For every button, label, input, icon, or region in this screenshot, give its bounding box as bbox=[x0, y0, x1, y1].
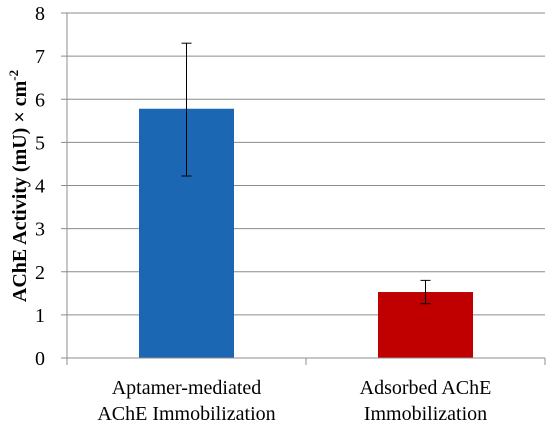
y-tick-label: 6 bbox=[35, 89, 45, 111]
x-category-label-line2: AChE Immobilization bbox=[97, 403, 275, 425]
bars bbox=[139, 108, 473, 358]
x-category-labels: Aptamer-mediated AChE Immobilization Adsor… bbox=[97, 377, 491, 425]
gridlines bbox=[67, 12, 545, 316]
y-tick-label: 1 bbox=[35, 305, 45, 327]
y-tick-label: 0 bbox=[35, 348, 45, 370]
y-tick-label: 5 bbox=[35, 132, 45, 154]
y-axis-title-superscript: -2 bbox=[6, 70, 21, 81]
y-axis-title-main: AChE Activity (mU) × cm bbox=[9, 80, 31, 302]
axes bbox=[61, 12, 546, 365]
y-tick-label: 7 bbox=[35, 46, 45, 68]
x-category-label-line1: Aptamer-mediated bbox=[112, 377, 262, 399]
y-tick-label: 8 bbox=[35, 3, 45, 25]
error-bar bbox=[181, 42, 192, 177]
y-tick-label: 2 bbox=[35, 262, 45, 284]
error-bar bbox=[420, 279, 431, 305]
x-category-label-line2: Immobilization bbox=[364, 403, 487, 425]
y-tick-label: 3 bbox=[35, 219, 45, 241]
x-category-label-line1: Adsorbed AChE bbox=[360, 377, 492, 399]
y-tick-labels: 0 1 2 3 4 5 6 7 8 bbox=[35, 3, 45, 370]
y-tick-label: 4 bbox=[35, 176, 45, 198]
y-axis-title: AChE Activity (mU) × cm-2 bbox=[6, 70, 31, 302]
error-bars bbox=[181, 42, 431, 305]
